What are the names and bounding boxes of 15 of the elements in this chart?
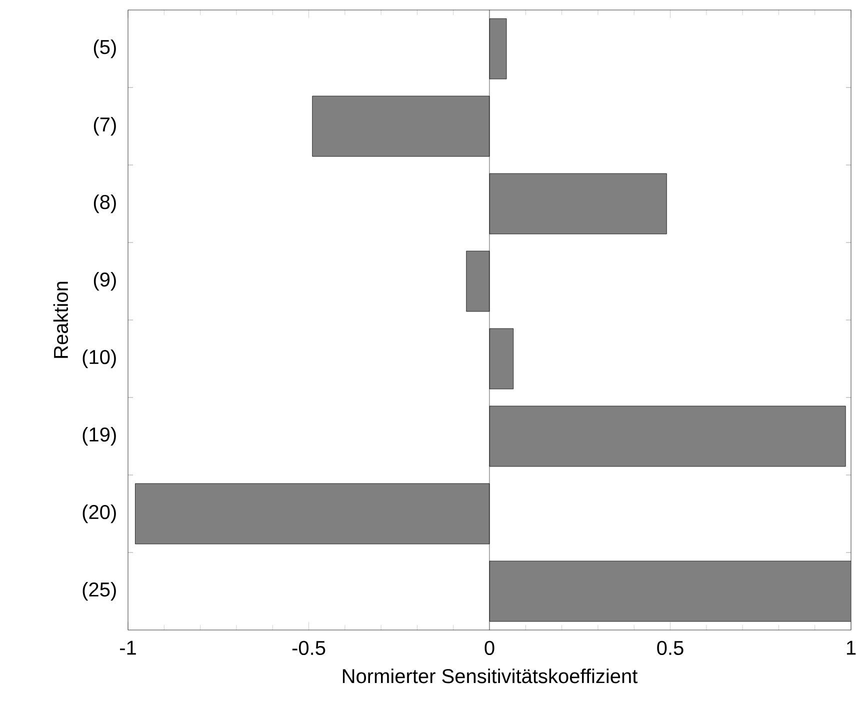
x-tick-label: -0.5 [292,640,326,656]
y-tick-label: (25) [82,582,116,601]
x-tick-label: 0 [484,640,494,656]
y-tick-label: (7) [94,116,116,136]
y-tick-label: (5) [94,39,116,58]
y-tick-label: (9) [94,272,116,291]
y-tick-label: (8) [94,194,116,214]
x-axis-title: Normierter Sensitivitätskoeffizient [342,668,638,684]
y-tick-label: (20) [82,504,116,524]
x-tick-label: 1 [846,640,856,655]
x-tick-label: -1 [120,640,136,655]
x-tick-label: 0.5 [657,640,684,656]
y-tick-label: (10) [82,349,116,368]
y-axis-title: Reaktion [53,282,68,358]
y-tick-label: (19) [82,426,116,446]
